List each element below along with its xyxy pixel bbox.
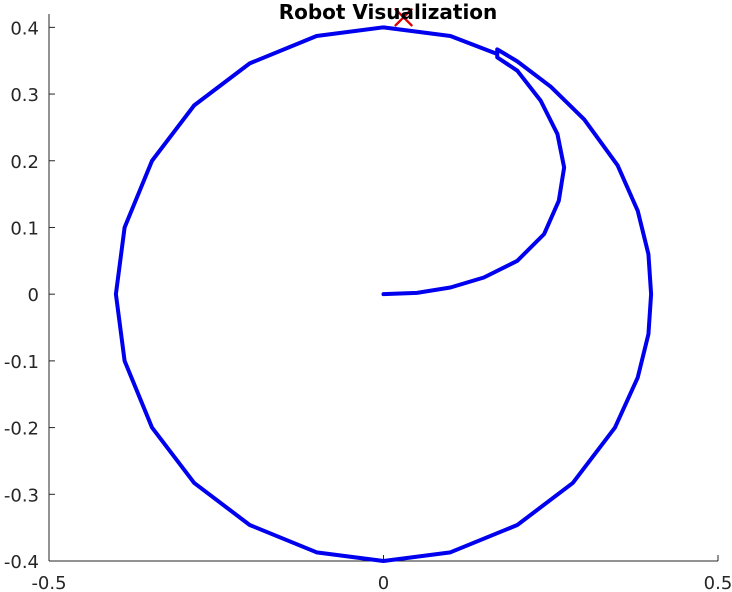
y-tick-label: 0 (28, 285, 39, 306)
y-tick-label: -0.1 (4, 352, 39, 373)
axes-layer (48, 14, 718, 562)
y-tick-label: -0.3 (4, 485, 39, 506)
robot-path-line (113, 25, 654, 563)
chart-title: Robot Visualization (279, 0, 498, 24)
series-layer (113, 8, 654, 563)
robot-target-marker (394, 8, 413, 27)
y-tick-label: 0.1 (10, 218, 39, 239)
ticks-layer: -0.5 0 0.5 0.4 0.3 0.2 0.1 0 -0.1 -0.2 -0.3 -0.4 (4, 18, 732, 592)
y-tick-label: 0.4 (10, 18, 39, 39)
x-tick-label: 0.5 (704, 573, 732, 592)
y-tick-label: 0.2 (10, 152, 39, 173)
y-tick-label: -0.2 (4, 419, 39, 440)
marker-layer (394, 8, 413, 27)
x-tick-label: -0.5 (31, 573, 66, 592)
y-tick-label: -0.4 (4, 552, 39, 573)
y-tick-label: 0.3 (10, 85, 39, 106)
x-tick-label: 0 (378, 573, 389, 592)
